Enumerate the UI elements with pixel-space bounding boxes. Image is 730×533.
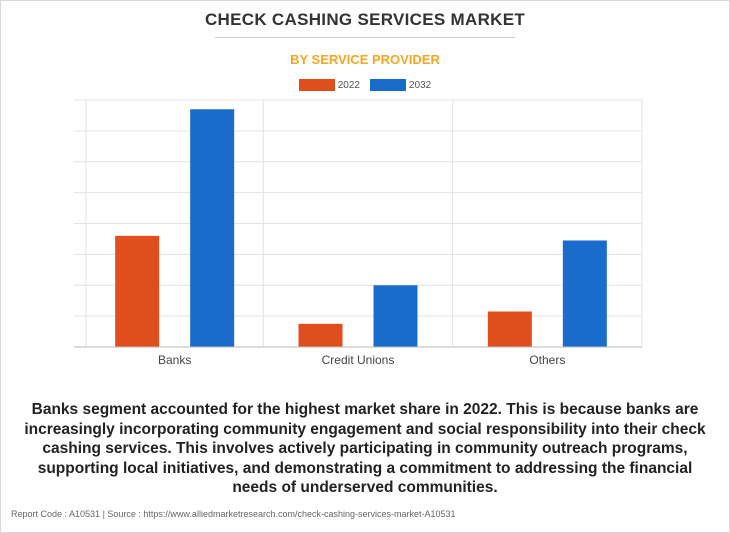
legend-label-2032: 2032 [409,79,432,91]
x-tick-label: Credit Unions [322,353,395,367]
bar-credit-unions-2022 [298,323,343,347]
legend-swatch-2022 [298,79,335,91]
legend-item-2022[interactable]: 2022 [298,79,360,91]
chart-legend: 2022 2032 [0,79,730,91]
bar-others-2032 [562,240,607,347]
title-divider [215,37,515,38]
x-tick-label: Banks [158,353,191,367]
bar-banks-2022 [115,235,160,347]
bar-others-2022 [487,311,532,347]
bar-credit-unions-2032 [373,285,418,347]
legend-item-2032[interactable]: 2032 [370,79,431,91]
chart-title: CHECK CASHING SERVICES MARKET [204,10,526,29]
x-tick-label: Others [529,353,565,367]
chart-subtitle: BY SERVICE PROVIDER [290,52,440,67]
bar-banks-2032 [190,109,235,347]
bar-chart: Banks Credit Unions Others [74,99,643,367]
legend-label-2022: 2022 [337,79,360,91]
chart-description: Banks segment accounted for the highest … [24,401,706,496]
legend-swatch-2032 [370,79,406,91]
source-footer: Report Code : A10531 | Source : https://… [11,509,456,519]
